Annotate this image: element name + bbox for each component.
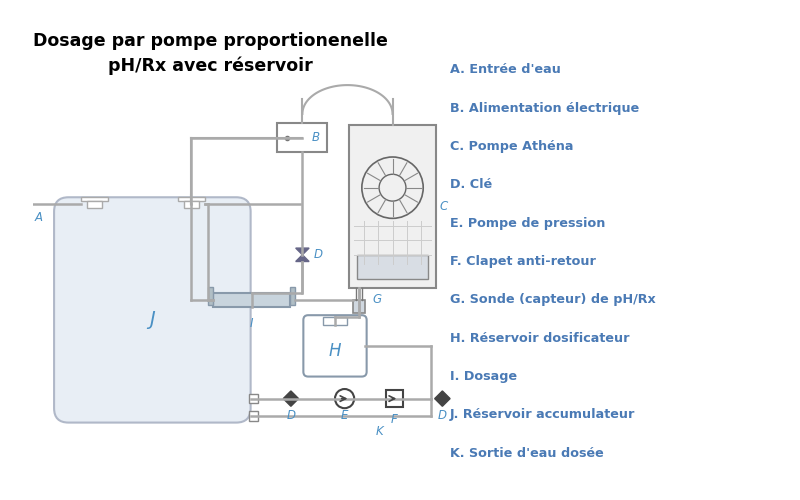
Polygon shape xyxy=(434,391,450,398)
Text: H. Réservoir dosificateur: H. Réservoir dosificateur xyxy=(450,332,630,344)
Text: G. Sonde (capteur) de pH/Rx: G. Sonde (capteur) de pH/Rx xyxy=(450,294,656,306)
Text: B: B xyxy=(312,132,320,144)
Text: E. Pompe de pression: E. Pompe de pression xyxy=(450,216,606,230)
Bar xyxy=(357,255,428,279)
Text: C: C xyxy=(439,200,448,213)
Bar xyxy=(249,394,258,404)
Bar xyxy=(209,288,214,304)
Bar xyxy=(86,201,102,208)
Bar xyxy=(386,390,403,407)
Text: E: E xyxy=(341,410,348,422)
Bar xyxy=(178,198,205,201)
Bar xyxy=(350,126,436,288)
Text: I: I xyxy=(250,318,254,330)
Polygon shape xyxy=(434,398,450,406)
Text: pH/Rx avec réservoir: pH/Rx avec réservoir xyxy=(108,56,313,75)
Polygon shape xyxy=(283,391,298,398)
Text: A. Entrée d'eau: A. Entrée d'eau xyxy=(450,64,561,76)
Bar xyxy=(249,411,258,420)
Text: D. Clé: D. Clé xyxy=(450,178,492,192)
Text: J: J xyxy=(150,310,155,329)
Polygon shape xyxy=(296,248,309,255)
Text: J. Réservoir accumulateur: J. Réservoir accumulateur xyxy=(450,408,635,422)
Text: D: D xyxy=(438,410,447,422)
Text: A: A xyxy=(34,211,42,224)
Text: D: D xyxy=(286,410,295,422)
Text: F. Clapet anti-retour: F. Clapet anti-retour xyxy=(450,255,596,268)
Bar xyxy=(354,300,365,314)
FancyBboxPatch shape xyxy=(303,315,366,376)
Text: K: K xyxy=(375,424,383,438)
Bar xyxy=(278,124,327,152)
Text: Dosage par pompe proportionenelle: Dosage par pompe proportionenelle xyxy=(33,32,388,50)
Text: F: F xyxy=(391,413,398,426)
Text: K. Sortie d'eau dosée: K. Sortie d'eau dosée xyxy=(450,447,604,460)
Text: G: G xyxy=(372,294,382,306)
Polygon shape xyxy=(283,398,298,406)
Bar xyxy=(323,317,346,325)
Text: C. Pompe Athéna: C. Pompe Athéna xyxy=(450,140,574,153)
Text: D: D xyxy=(314,248,323,262)
Text: B. Alimentation électrique: B. Alimentation électrique xyxy=(450,102,639,114)
Text: I. Dosage: I. Dosage xyxy=(450,370,517,383)
Polygon shape xyxy=(296,255,309,262)
Bar xyxy=(183,201,199,208)
Text: H: H xyxy=(329,342,342,359)
Bar xyxy=(214,293,290,306)
Bar xyxy=(290,288,294,304)
Bar xyxy=(81,198,108,201)
FancyBboxPatch shape xyxy=(54,198,250,422)
